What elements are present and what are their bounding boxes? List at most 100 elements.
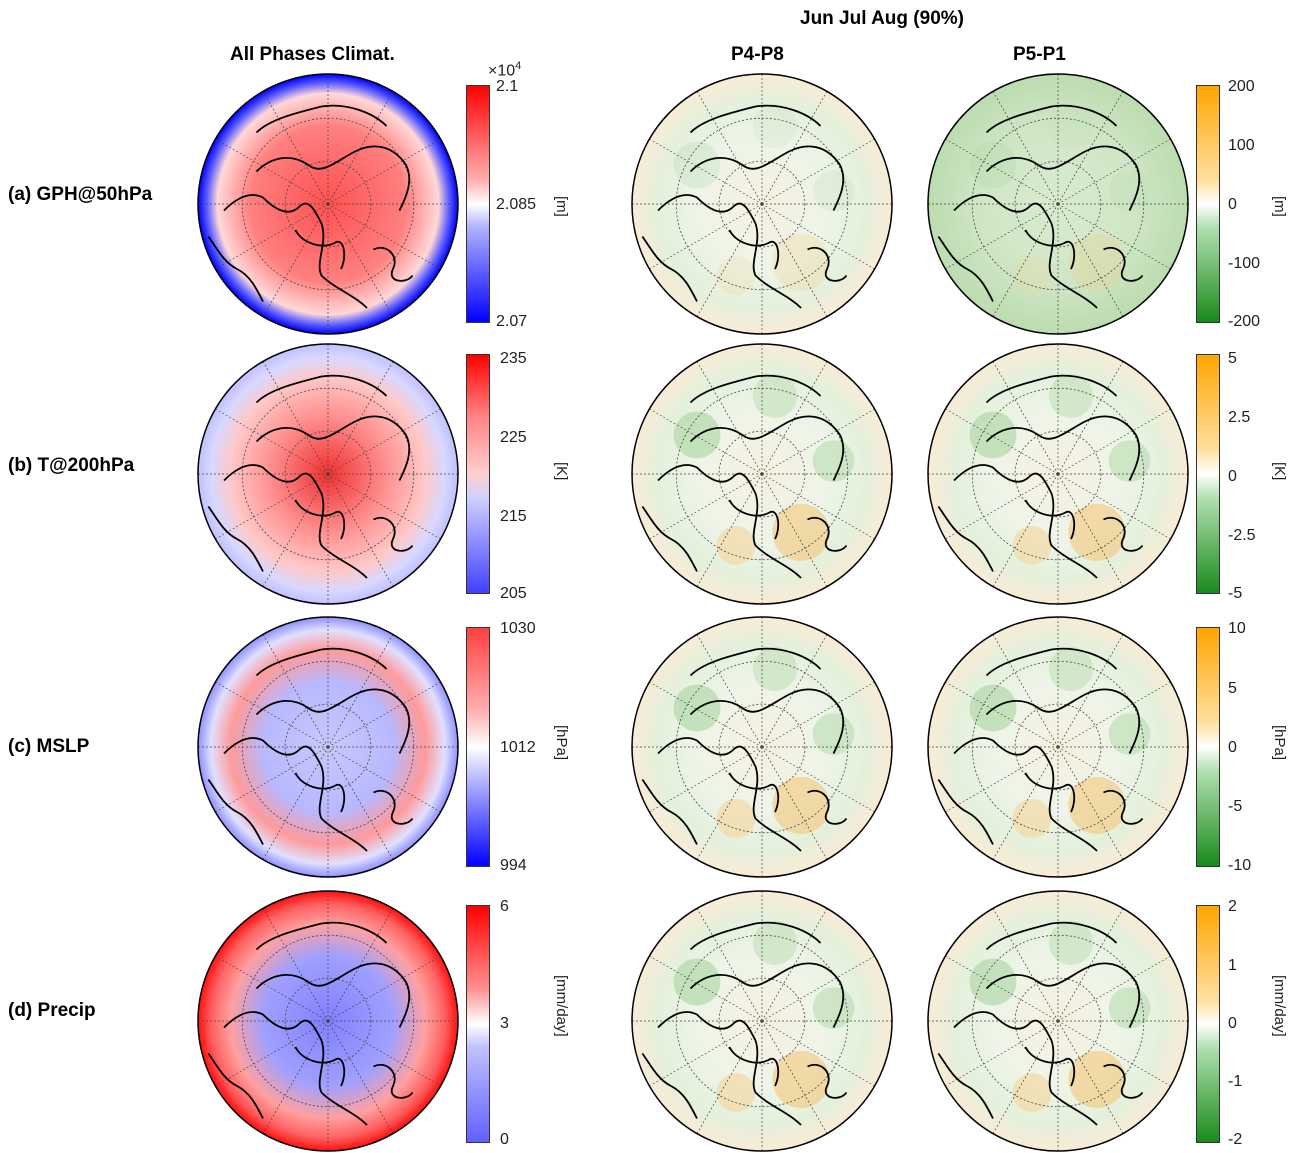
anomaly-region (716, 256, 756, 295)
meridian-line (327, 681, 441, 748)
meridian-line (761, 91, 828, 205)
unit-label: [m] (1271, 196, 1288, 217)
anomaly-region (1048, 646, 1094, 692)
meridian-line (761, 203, 875, 270)
polar-map-clim-row4-col1 (197, 890, 459, 1152)
tick-label: 215 (500, 508, 527, 525)
meridian-line (696, 473, 763, 587)
map-border (927, 343, 1189, 605)
meridian-line (696, 746, 763, 860)
meridian-line (761, 1020, 828, 1134)
meridian-line (1057, 361, 1124, 475)
meridian-line (215, 1020, 329, 1087)
anomaly-region (752, 373, 798, 419)
coastline (657, 737, 802, 852)
coastline (807, 1064, 848, 1099)
tick-label: 6 (500, 898, 509, 915)
tick-label: 1 (1228, 957, 1237, 974)
anomaly-region (1068, 503, 1126, 562)
coastline (294, 229, 346, 270)
coastline (373, 790, 414, 825)
anomaly-region (1012, 1073, 1052, 1112)
meridian-line (992, 634, 1059, 748)
coastline (255, 647, 388, 677)
meridian-line (262, 634, 329, 748)
meridian-line (761, 203, 828, 317)
meridian-line (215, 408, 329, 475)
meridian-line (215, 955, 329, 1022)
anomaly-region (772, 503, 830, 562)
tick-label: 2.07 (496, 313, 528, 330)
meridian-line (1057, 955, 1171, 1022)
anomaly-region (1048, 920, 1094, 966)
coastline (223, 464, 368, 579)
tick-label: -2.5 (1228, 527, 1256, 544)
coastline (1024, 229, 1076, 270)
meridian-line (327, 203, 394, 317)
colorbar-anom-mslp (1196, 627, 1220, 867)
coastline (689, 647, 822, 677)
meridian-line (215, 203, 329, 270)
polar-map-clim-row1-col1 (197, 73, 459, 335)
anomaly-region (772, 233, 830, 292)
anomaly-region (1068, 1050, 1126, 1109)
meridian-line (761, 634, 828, 748)
meridian-line (262, 1020, 329, 1134)
tick-label: 0 (1228, 468, 1237, 485)
meridian-line (1057, 408, 1171, 475)
meridian-line (1057, 746, 1171, 813)
coastline (937, 235, 994, 302)
meridian-line (649, 1020, 763, 1087)
meridian-line (761, 473, 875, 540)
meridian-line (327, 138, 441, 205)
meridian-line (649, 473, 763, 540)
meridian-line (945, 746, 1059, 813)
meridian-line (761, 746, 875, 813)
meridian-line (696, 361, 763, 475)
map-border (927, 73, 1189, 335)
meridian-line (262, 473, 329, 587)
meridian-line (215, 681, 329, 748)
anomaly-region (1048, 103, 1094, 149)
anomaly-region (716, 526, 756, 565)
colorbar-clim-gph (466, 85, 490, 323)
tick-label: -100 (1228, 255, 1261, 272)
anomaly-region (716, 799, 756, 838)
meridian-line (992, 1020, 1059, 1134)
meridian-line (327, 746, 394, 860)
latitude-line (284, 703, 372, 791)
anomaly-region (716, 1073, 756, 1112)
meridian-line (1057, 746, 1124, 860)
coastline (255, 688, 411, 754)
meridian-line (1057, 203, 1171, 270)
coastline (985, 647, 1118, 677)
coastline (255, 415, 411, 481)
meridian-line (327, 473, 441, 540)
tick-label: -200 (1228, 313, 1261, 330)
meridian-line (761, 408, 875, 475)
coastline (953, 194, 1098, 309)
meridian-line (945, 408, 1059, 475)
coastline (207, 778, 264, 845)
polar-map-anom-row1-col3 (927, 73, 1189, 335)
anomaly-region (752, 920, 798, 966)
meridian-line (696, 1020, 763, 1134)
tick-label: 2.085 (496, 196, 537, 213)
coastline (223, 737, 368, 852)
season-title: Jun Jul Aug (90%) (800, 8, 964, 29)
meridian-line (262, 908, 329, 1022)
anomaly-region (752, 103, 798, 149)
coastline (937, 1052, 994, 1119)
latitude-line (718, 703, 806, 791)
coastline (255, 921, 388, 951)
tick-label: 1030 (500, 620, 536, 637)
polar-map-anom-row4-col2 (631, 890, 893, 1152)
map-border (631, 343, 893, 605)
meridian-line (945, 681, 1059, 748)
tick-label: 0 (1228, 196, 1237, 213)
tick-label: 2 (1228, 898, 1237, 915)
coastline (689, 921, 822, 951)
row-label-mslp: (c) MSLP (8, 736, 90, 757)
coastline (657, 464, 802, 579)
meridian-line (761, 361, 828, 475)
